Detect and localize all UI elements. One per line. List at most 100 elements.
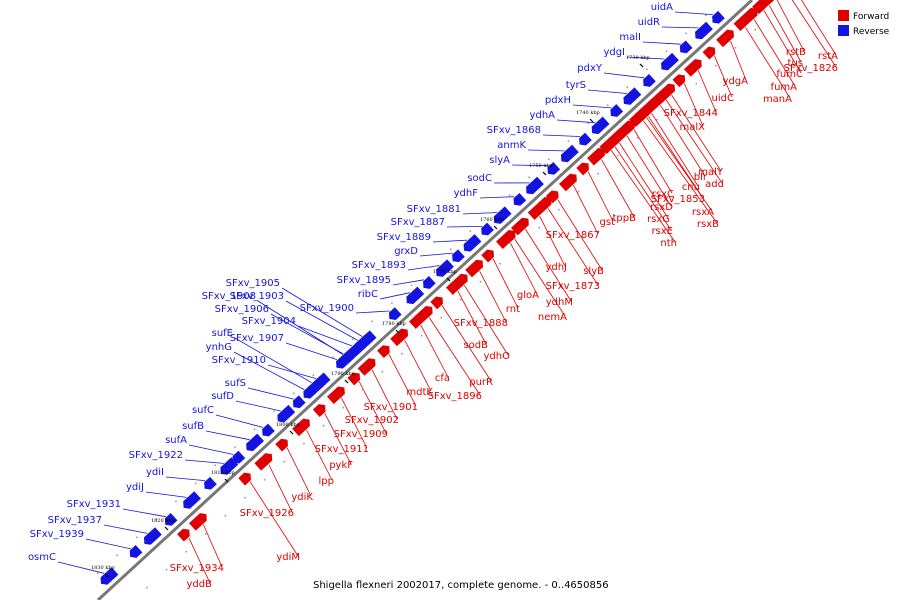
- reverse-gene-label: sufA: [165, 435, 187, 446]
- reverse-leader-line: [642, 41, 681, 45]
- guide-dot: [577, 190, 580, 193]
- reverse-gene-block: [388, 307, 402, 321]
- forward-gene-label: uidC: [712, 93, 734, 104]
- forward-leader-line: [800, 0, 837, 56]
- reverse-leader-line: [57, 561, 105, 574]
- guide-dot: [558, 208, 560, 211]
- reverse-gene-block: [406, 286, 425, 305]
- forward-leader-line: [791, 0, 837, 68]
- forward-gene-label: SFxv_1934: [170, 563, 224, 574]
- guide-dot: [204, 532, 207, 535]
- reverse-leader-line: [215, 414, 264, 428]
- forward-leader-line: [268, 464, 293, 513]
- forward-gene-label: SFxv_1867: [546, 230, 600, 241]
- forward-gene-label: fumC: [776, 69, 803, 80]
- forward-gene-block: [672, 74, 686, 88]
- scale-tick-mark: [164, 526, 169, 531]
- forward-gene-label: rsxE: [651, 226, 673, 237]
- reverse-gene-label: ydgI: [603, 47, 625, 58]
- scale-tick-label: 1770 kbp: [433, 269, 457, 275]
- reverse-gene-label: SFxv_1868: [487, 125, 541, 136]
- guide-dot: [234, 446, 236, 449]
- forward-gene-label: ydhO: [484, 351, 511, 362]
- forward-leader-line: [188, 537, 211, 584]
- reverse-gene-block: [164, 512, 178, 526]
- reverse-gene-block: [204, 476, 217, 490]
- forward-leader-line: [683, 83, 704, 127]
- scale-tick-mark: [542, 171, 547, 176]
- guide-dot: [715, 64, 717, 67]
- guide-dot: [292, 392, 295, 395]
- reverse-gene-label: SFxv_1910: [212, 355, 266, 366]
- forward-gene-label: SFxv_1844: [664, 108, 718, 119]
- reverse-gene-label: ydhA: [530, 110, 556, 121]
- guide-dot: [656, 118, 658, 121]
- guide-dot: [734, 46, 737, 49]
- reverse-gene-block: [220, 457, 239, 475]
- reverse-leader-line: [587, 89, 627, 94]
- forward-gene-block: [481, 249, 494, 263]
- reverse-gene-label: SFxv_1922: [129, 450, 183, 461]
- forward-gene-label: SFxv_1896: [428, 391, 482, 402]
- reverse-gene-block: [661, 52, 679, 71]
- forward-gene-label: SFxv_1873: [546, 281, 600, 292]
- reverse-gene-label: SFxv_1887: [391, 217, 445, 228]
- legend-reverse-swatch: [838, 25, 849, 36]
- forward-gene-label: blr: [694, 172, 708, 183]
- reverse-leader-line: [235, 400, 281, 412]
- forward-leader-line: [776, 0, 805, 52]
- reverse-gene-block: [246, 433, 264, 452]
- forward-gene-label: gloA: [517, 290, 539, 301]
- forward-gene-block: [430, 296, 443, 310]
- legend-reverse-label: Reverse: [853, 27, 890, 37]
- forward-gene-label: rsxB: [697, 219, 719, 230]
- reverse-gene-block: [643, 74, 656, 87]
- forward-gene-block: [177, 528, 190, 542]
- guide-dot: [194, 482, 197, 485]
- reverse-leader-line: [419, 252, 454, 257]
- scale-tick-label: 1750 kbp: [529, 163, 553, 169]
- reverse-leader-line: [674, 11, 714, 15]
- guide-dot: [135, 536, 138, 539]
- reverse-gene-block: [100, 567, 119, 585]
- forward-leader-line: [479, 270, 507, 323]
- reverse-gene-label: SFxv_1895: [337, 275, 391, 286]
- reverse-gene-label: slyA: [489, 155, 510, 166]
- forward-leader-line: [665, 99, 723, 184]
- forward-leader-line: [648, 116, 704, 199]
- forward-leader-line: [573, 184, 599, 235]
- guide-dot: [754, 28, 756, 31]
- forward-gene-label: SFxv_1926: [240, 508, 294, 519]
- forward-gene-label: rsxC: [652, 189, 674, 200]
- reverse-gene-block: [183, 491, 201, 509]
- scale-tick-label: 1760 kbp: [480, 217, 504, 223]
- reverse-gene-label: SFxv_1905: [226, 278, 280, 289]
- reverse-leader-line: [188, 444, 234, 455]
- forward-gene-block: [511, 217, 529, 236]
- guide-dot: [528, 176, 531, 179]
- forward-gene-label: SFxv_1901: [364, 402, 418, 413]
- forward-leader-line: [525, 228, 572, 302]
- forward-leader-line: [587, 171, 614, 222]
- reverse-gene-block: [348, 339, 367, 358]
- reverse-gene-label: SFxv_1908: [202, 291, 256, 302]
- forward-leader-line: [614, 146, 672, 231]
- forward-gene-block: [599, 141, 613, 155]
- forward-leader-line: [492, 258, 519, 309]
- forward-gene-block: [527, 207, 541, 220]
- guide-dot: [420, 334, 423, 337]
- forward-gene-block: [576, 162, 589, 176]
- forward-gene-label: ydiK: [291, 492, 313, 503]
- forward-gene-label: pykF: [329, 460, 353, 471]
- scale-tick-mark: [289, 430, 294, 435]
- reverse-leader-line: [103, 524, 148, 534]
- scale-tick-label: 1820 kbp: [151, 518, 175, 524]
- reverse-leader-line: [407, 265, 440, 271]
- reverse-leader-line: [603, 72, 645, 79]
- guide-dot: [391, 302, 393, 305]
- reverse-gene-block: [303, 385, 317, 399]
- guide-dot: [449, 248, 452, 251]
- reverse-leader-line: [267, 364, 317, 379]
- forward-leader-line: [358, 381, 387, 434]
- guide-dot: [361, 388, 364, 391]
